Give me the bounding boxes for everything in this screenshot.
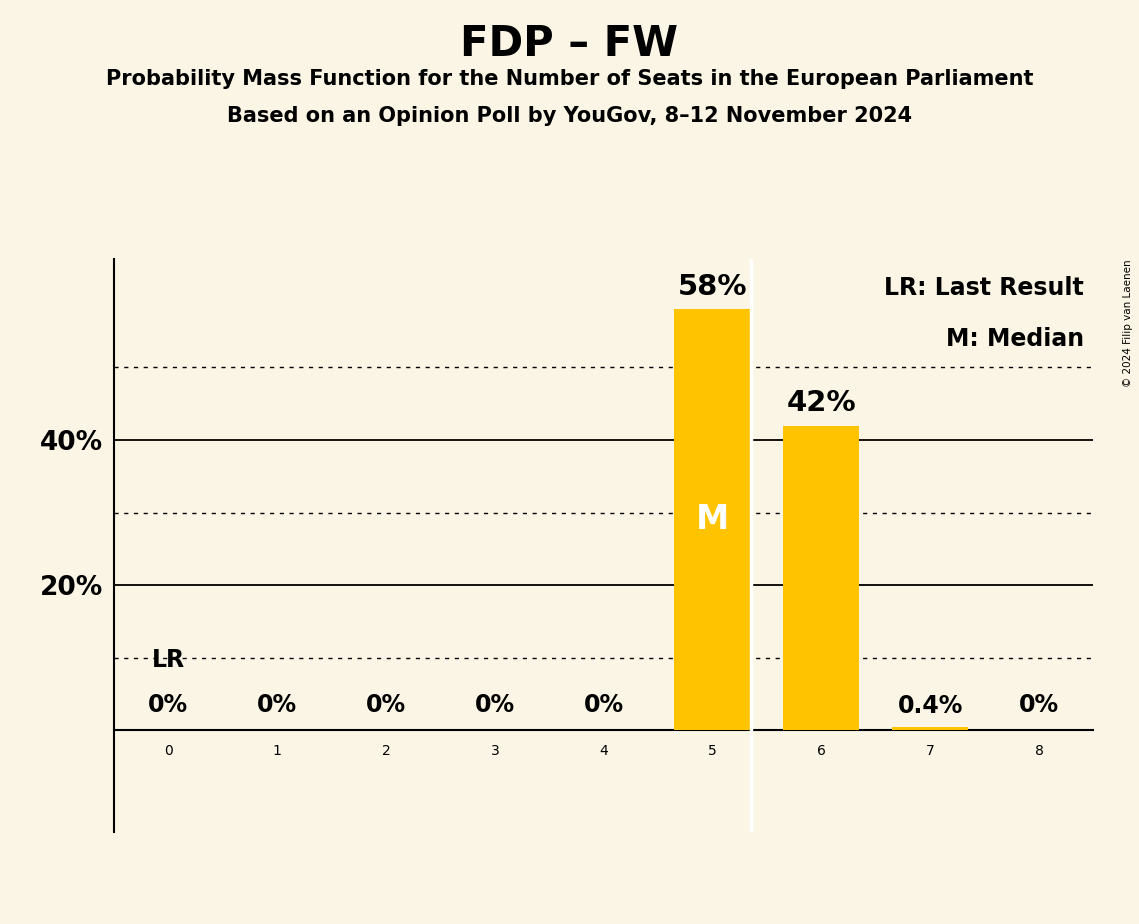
Text: 0.4%: 0.4% bbox=[898, 695, 962, 719]
Bar bbox=[674, 310, 751, 730]
Text: 0%: 0% bbox=[1019, 693, 1059, 717]
Text: LR: Last Result: LR: Last Result bbox=[884, 276, 1083, 300]
Text: 0%: 0% bbox=[366, 693, 407, 717]
Text: M: Median: M: Median bbox=[945, 327, 1083, 351]
Text: Based on an Opinion Poll by YouGov, 8–12 November 2024: Based on an Opinion Poll by YouGov, 8–12… bbox=[227, 106, 912, 127]
Text: © 2024 Filip van Laenen: © 2024 Filip van Laenen bbox=[1123, 260, 1133, 387]
Text: 0%: 0% bbox=[148, 693, 188, 717]
Text: M: M bbox=[696, 504, 729, 536]
Bar bbox=[892, 727, 968, 730]
Text: 58%: 58% bbox=[678, 273, 747, 301]
Text: 42%: 42% bbox=[787, 389, 857, 417]
Text: 0%: 0% bbox=[475, 693, 515, 717]
Text: 0%: 0% bbox=[583, 693, 624, 717]
Text: LR: LR bbox=[151, 648, 185, 672]
Text: Probability Mass Function for the Number of Seats in the European Parliament: Probability Mass Function for the Number… bbox=[106, 69, 1033, 90]
Bar bbox=[784, 426, 860, 730]
Text: 0%: 0% bbox=[257, 693, 297, 717]
Text: FDP – FW: FDP – FW bbox=[460, 23, 679, 65]
